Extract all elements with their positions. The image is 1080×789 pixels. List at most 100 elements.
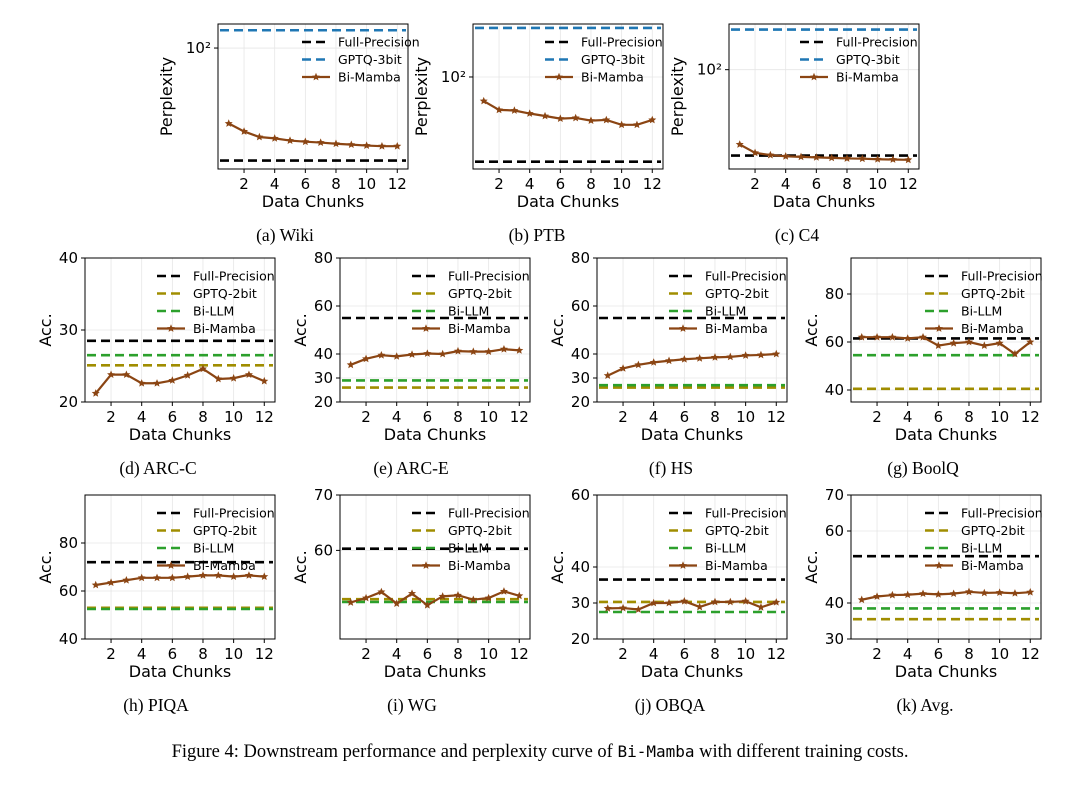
bi-mamba-point [214,374,223,383]
bi-mamba-point [122,576,131,584]
bi-mamba-point [1026,588,1035,596]
bi-mamba-point [751,148,760,157]
bi-mamba-point [556,114,565,123]
bi-mamba-point [903,334,912,342]
legend-marker [312,72,320,81]
legend-marker [935,324,943,332]
bi-mamba-point [91,389,100,397]
bi-mamba-point [495,105,504,114]
bi-mamba-point [873,333,882,341]
bi-mamba-point [980,588,989,597]
y-axis-label: Acc. [291,313,310,346]
y-tick-label: 40 [825,594,844,612]
bi-mamba-point [827,153,836,162]
bi-mamba-point [377,587,386,596]
legend-label: Bi-Mamba [581,70,644,85]
x-tick-label: 4 [392,408,402,426]
bi-mamba-point [934,590,943,598]
bi-mamba-point [270,134,279,142]
bi-mamba-line [94,367,265,395]
bi-mamba-point [665,356,674,365]
x-tick-label: 4 [137,645,147,663]
bi-mamba-point [240,127,249,135]
x-axis-label: Data Chunks [384,425,486,444]
x-tick-label: 10 [612,175,631,193]
y-tick-label: 60 [59,582,78,600]
bi-mamba-point [423,601,432,609]
x-axis-label: Data Chunks [773,192,875,211]
bi-mamba-point [244,370,253,379]
bi-mamba-point [781,152,790,160]
x-tick-label: 8 [198,408,208,426]
legend-marker [167,561,175,569]
legend-label: Full-Precision [581,35,663,50]
bi-mamba-point [995,339,1004,347]
x-tick-label: 2 [494,175,504,193]
x-tick-label: 8 [586,175,596,193]
legend-label: Bi-Mamba [961,558,1024,573]
y-tick-label: 10² [441,68,466,86]
bi-mamba-point [602,115,611,124]
legend: Full-Precision GPTQ-2bit Bi-LLM Bi-Mamba [412,506,530,573]
x-tick-label: 12 [510,408,529,426]
bi-mamba-point [286,136,295,144]
x-tick-label: 4 [525,175,535,193]
y-tick-label: 20 [571,630,590,648]
bi-mamba-point [1010,589,1019,597]
y-axis-label: Acc. [291,550,310,583]
subcaption: (c) C4 [775,225,819,245]
chart-arc_e: 2 4 6 8 10 12 20 30 40 60 80 Data Chunks Acc. Full-Pr… [291,249,531,478]
bi-mamba-point [586,116,595,125]
bi-mamba-point [649,598,658,607]
chart-ptb: 2 4 6 8 10 12 10² Data Chunks Perplexity Full-Pre… [412,23,664,245]
chart-boolq: 2 4 6 8 10 12 40 60 80 Data Chunks Acc. Full-Precis… [802,257,1043,478]
y-axis-label: Acc. [36,313,55,346]
x-tick-label: 10 [357,175,376,193]
legend-label: Bi-Mamba [836,70,899,85]
bi-mamba-point [392,599,401,607]
x-axis-label: Data Chunks [129,425,231,444]
x-tick-label: 4 [649,408,659,426]
x-tick-label: 12 [1021,408,1040,426]
y-tick-label: 40 [825,381,844,399]
x-tick-label: 12 [255,408,274,426]
legend-label: Bi-LLM [193,304,234,319]
y-tick-label: 30 [59,321,78,339]
legend-label: Bi-Mamba [705,321,768,336]
subcaption: (k) Avg. [896,695,953,715]
x-tick-label: 4 [137,408,147,426]
bi-mamba-point [331,139,340,148]
legend: Full-Precision GPTQ-2bit Bi-LLM Bi-Mamba [669,269,787,336]
bi-mamba-point [392,352,401,360]
y-tick-label: 40 [59,249,78,267]
bi-mamba-point [479,96,488,105]
bi-mamba-point [377,141,386,150]
y-tick-label: 80 [59,534,78,552]
x-tick-label: 6 [423,645,433,663]
bi-mamba-point [183,371,192,379]
bi-mamba-point [634,605,643,613]
bi-mamba-point [107,370,116,379]
bi-mamba-point [122,370,131,379]
figure-caption: Figure 4: Downstream performance and per… [0,742,1080,763]
legend-label: GPTQ-2bit [961,523,1025,538]
bi-mamba-point [347,140,356,149]
legend-label: Bi-Mamba [705,558,768,573]
legend-label: GPTQ-3bit [581,52,645,67]
bi-mamba-point [453,346,462,355]
bi-mamba-point [469,595,478,604]
bi-mamba-point [619,364,628,372]
x-tick-label: 10 [224,408,243,426]
bi-mamba-point [484,593,493,602]
legend-marker [810,72,818,81]
bi-mamba-point [797,152,806,161]
legend-label: Bi-LLM [961,541,1002,556]
bi-mamba-point [229,572,238,580]
x-tick-label: 4 [903,645,913,663]
bi-mamba-point [617,120,626,129]
x-tick-label: 8 [453,408,463,426]
subcaption: (e) ARC-E [373,458,448,478]
bi-mamba-point [137,379,146,387]
bi-mamba-point [603,371,612,379]
y-tick-label: 40 [571,558,590,576]
